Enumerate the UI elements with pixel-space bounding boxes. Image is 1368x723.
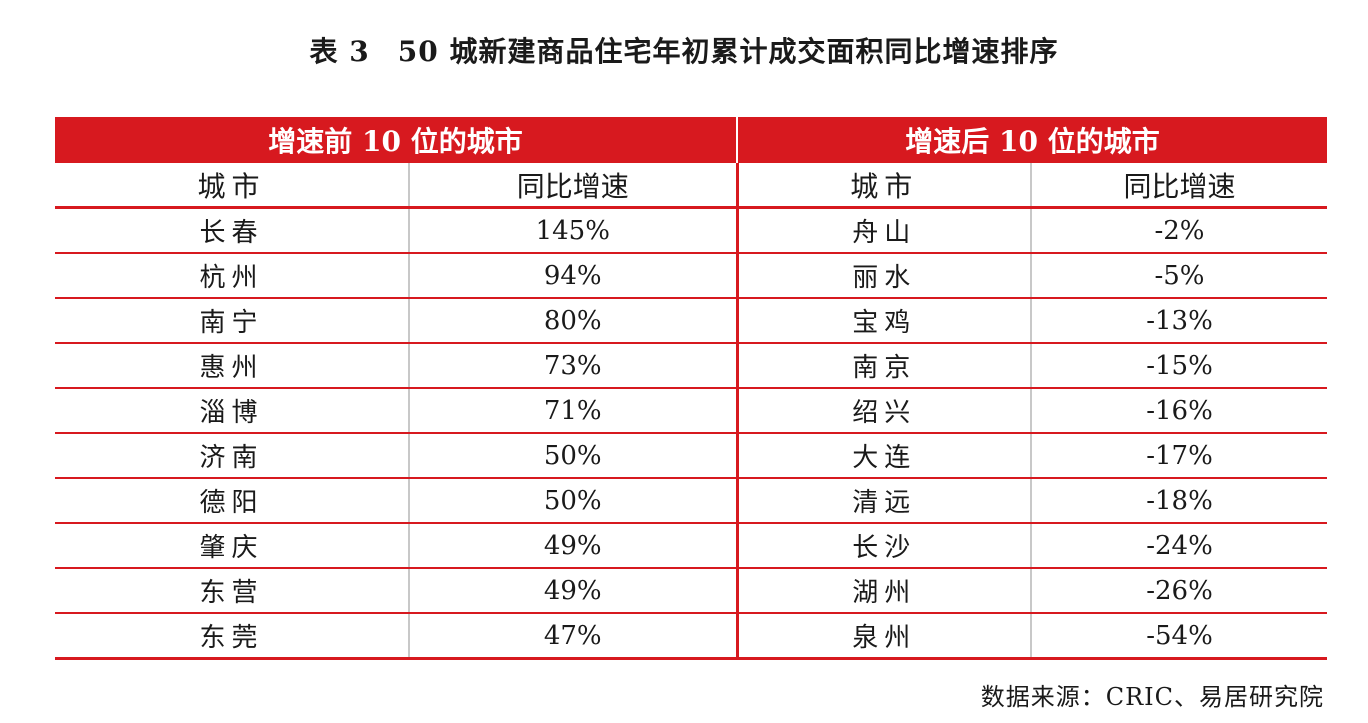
top-growth-cell: 71% bbox=[409, 388, 739, 434]
group-header-row: 增速前 10 位的城市 增速后 10 位的城市 bbox=[55, 117, 1327, 163]
table-row: 东营 49% 湖州 -26% bbox=[55, 568, 1327, 614]
top-growth-cell: 47% bbox=[409, 613, 739, 660]
top-city-cell: 东营 bbox=[55, 568, 410, 614]
bottom-growth-cell: -2% bbox=[1031, 207, 1327, 254]
col-header-bottom-growth: 同比增速 bbox=[1031, 163, 1327, 209]
bottom-growth-cell: -15% bbox=[1031, 343, 1327, 389]
bottom-city-cell: 宝鸡 bbox=[737, 298, 1032, 344]
bottom-city-cell: 长沙 bbox=[737, 523, 1032, 569]
bottom-city-cell: 舟山 bbox=[737, 207, 1032, 254]
bottom-city-cell: 南京 bbox=[737, 343, 1032, 389]
bottom10-group-header: 增速后 10 位的城市 bbox=[737, 117, 1327, 163]
bottom-growth-cell: -5% bbox=[1031, 253, 1327, 299]
table-title: 表 3 50 城新建商品住宅年初累计成交面积同比增速排序 bbox=[0, 30, 1368, 70]
data-source-note: 数据来源：CRIC、易居研究院 bbox=[980, 683, 1324, 711]
bottom-city-cell: 泉州 bbox=[737, 613, 1032, 660]
table-row: 淄博 71% 绍兴 -16% bbox=[55, 388, 1327, 434]
bottom-city-cell: 丽水 bbox=[737, 253, 1032, 299]
top-growth-cell: 50% bbox=[409, 478, 739, 524]
table-body: 长春 145% 舟山 -2% 杭州 94% 丽水 -5% 南宁 80% 宝鸡 -13% 惠州 73% 南京 -… bbox=[55, 207, 1327, 660]
top-city-cell: 肇庆 bbox=[55, 523, 410, 569]
top-growth-cell: 80% bbox=[409, 298, 739, 344]
top-city-cell: 杭州 bbox=[55, 253, 410, 299]
table-row: 德阳 50% 清远 -18% bbox=[55, 478, 1327, 524]
top-city-cell: 东莞 bbox=[55, 613, 410, 660]
bottom-city-cell: 绍兴 bbox=[737, 388, 1032, 434]
top-city-cell: 淄博 bbox=[55, 388, 410, 434]
bottom-city-cell: 大连 bbox=[737, 433, 1032, 479]
top-growth-cell: 49% bbox=[409, 523, 739, 569]
table-caption: 50 城新建商品住宅年初累计成交面积同比增速排序 bbox=[397, 35, 1059, 68]
top10-group-header: 增速前 10 位的城市 bbox=[55, 117, 738, 163]
table-row: 肇庆 49% 长沙 -24% bbox=[55, 523, 1327, 569]
city-growth-table: 增速前 10 位的城市 增速后 10 位的城市 城市 同比增速 城市 同比增速 … bbox=[55, 117, 1327, 660]
table-row: 长春 145% 舟山 -2% bbox=[55, 207, 1327, 254]
top-city-cell: 德阳 bbox=[55, 478, 410, 524]
top-growth-cell: 49% bbox=[409, 568, 739, 614]
table-number: 表 3 bbox=[309, 35, 370, 68]
table-row: 东莞 47% 泉州 -54% bbox=[55, 613, 1327, 660]
bottom-growth-cell: -54% bbox=[1031, 613, 1327, 660]
bottom-growth-cell: -17% bbox=[1031, 433, 1327, 479]
bottom-city-cell: 清远 bbox=[737, 478, 1032, 524]
bottom-city-cell: 湖州 bbox=[737, 568, 1032, 614]
table-row: 济南 50% 大连 -17% bbox=[55, 433, 1327, 479]
bottom-growth-cell: -24% bbox=[1031, 523, 1327, 569]
col-header-top-growth: 同比增速 bbox=[409, 163, 739, 209]
top-city-cell: 济南 bbox=[55, 433, 410, 479]
col-header-top-city: 城市 bbox=[55, 163, 410, 209]
bottom-growth-cell: -26% bbox=[1031, 568, 1327, 614]
top-growth-cell: 50% bbox=[409, 433, 739, 479]
bottom-growth-cell: -18% bbox=[1031, 478, 1327, 524]
column-header-row: 城市 同比增速 城市 同比增速 bbox=[55, 163, 1327, 209]
bottom-growth-cell: -16% bbox=[1031, 388, 1327, 434]
top-growth-cell: 145% bbox=[409, 207, 739, 254]
bottom-growth-cell: -13% bbox=[1031, 298, 1327, 344]
table-row: 杭州 94% 丽水 -5% bbox=[55, 253, 1327, 299]
top-city-cell: 南宁 bbox=[55, 298, 410, 344]
table-row: 南宁 80% 宝鸡 -13% bbox=[55, 298, 1327, 344]
top-city-cell: 长春 bbox=[55, 207, 410, 254]
top-growth-cell: 94% bbox=[409, 253, 739, 299]
top-growth-cell: 73% bbox=[409, 343, 739, 389]
top-city-cell: 惠州 bbox=[55, 343, 410, 389]
col-header-bottom-city: 城市 bbox=[737, 163, 1032, 209]
table-row: 惠州 73% 南京 -15% bbox=[55, 343, 1327, 389]
